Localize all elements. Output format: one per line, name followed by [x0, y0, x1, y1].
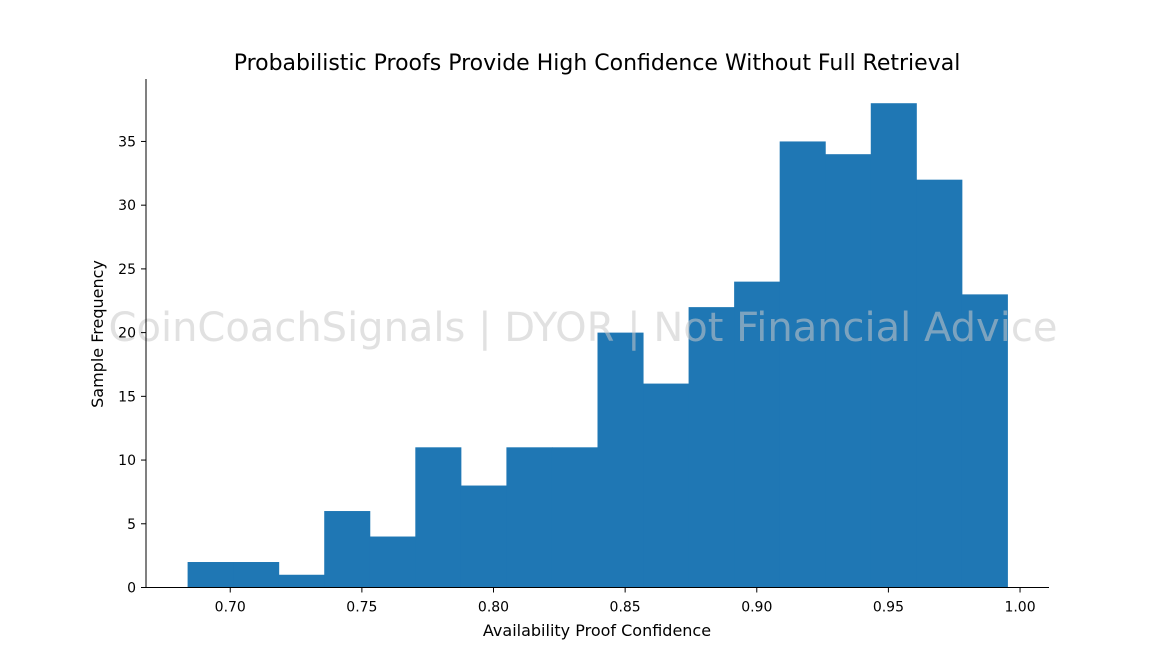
histogram-bar — [233, 562, 280, 588]
y-tick-label: 5 — [127, 517, 136, 533]
y-tick-label: 0 — [127, 581, 136, 597]
x-tick-label: 0.75 — [346, 600, 377, 616]
histogram-bar — [688, 307, 735, 588]
histogram-bar — [961, 294, 1008, 588]
histogram-bar — [369, 536, 416, 588]
histogram-bar — [278, 574, 325, 588]
histogram-bar — [551, 447, 598, 588]
x-tick-label: 0.85 — [610, 600, 641, 616]
histogram-bars — [187, 103, 1008, 588]
axes — [145, 79, 1049, 588]
histogram-bar — [460, 485, 507, 588]
histogram-bar — [597, 332, 644, 588]
histogram-bar — [324, 511, 371, 588]
y-tick-label: 10 — [118, 453, 136, 469]
x-ticks: 0.70 0.75 0.80 0.85 0.90 0.95 1.00 — [215, 587, 1036, 616]
watermark-text: CoinCoachSignals | DYOR | Not Financial … — [109, 305, 1058, 351]
x-tick-label: 1.00 — [1004, 600, 1035, 616]
histogram-bar — [916, 179, 963, 588]
y-axis-label: Sample Frequency — [88, 260, 107, 408]
watermark-layer: CoinCoachSignals | DYOR | Not Financial … — [109, 305, 1058, 351]
x-axis-label: Availability Proof Confidence — [483, 621, 711, 640]
histogram-bar — [187, 562, 234, 588]
y-tick-label: 25 — [118, 262, 136, 278]
y-tick-label: 20 — [118, 326, 136, 342]
y-tick-label: 35 — [118, 134, 136, 150]
y-ticks: 0 5 10 15 20 25 30 35 — [118, 134, 146, 597]
x-tick-label: 0.95 — [873, 600, 904, 616]
y-tick-label: 30 — [118, 198, 136, 214]
chart-title: Probabilistic Proofs Provide High Confid… — [234, 51, 961, 76]
histogram-bar — [643, 383, 690, 588]
x-tick-label: 0.70 — [215, 600, 246, 616]
histogram-bar — [506, 447, 553, 588]
x-tick-label: 0.90 — [741, 600, 772, 616]
histogram-bar — [779, 141, 826, 588]
histogram-bar — [825, 154, 872, 588]
y-tick-label: 15 — [118, 389, 136, 405]
histogram-bar — [870, 103, 917, 588]
histogram-bar — [415, 447, 462, 588]
x-tick-label: 0.80 — [478, 600, 509, 616]
histogram-bar — [734, 281, 781, 588]
